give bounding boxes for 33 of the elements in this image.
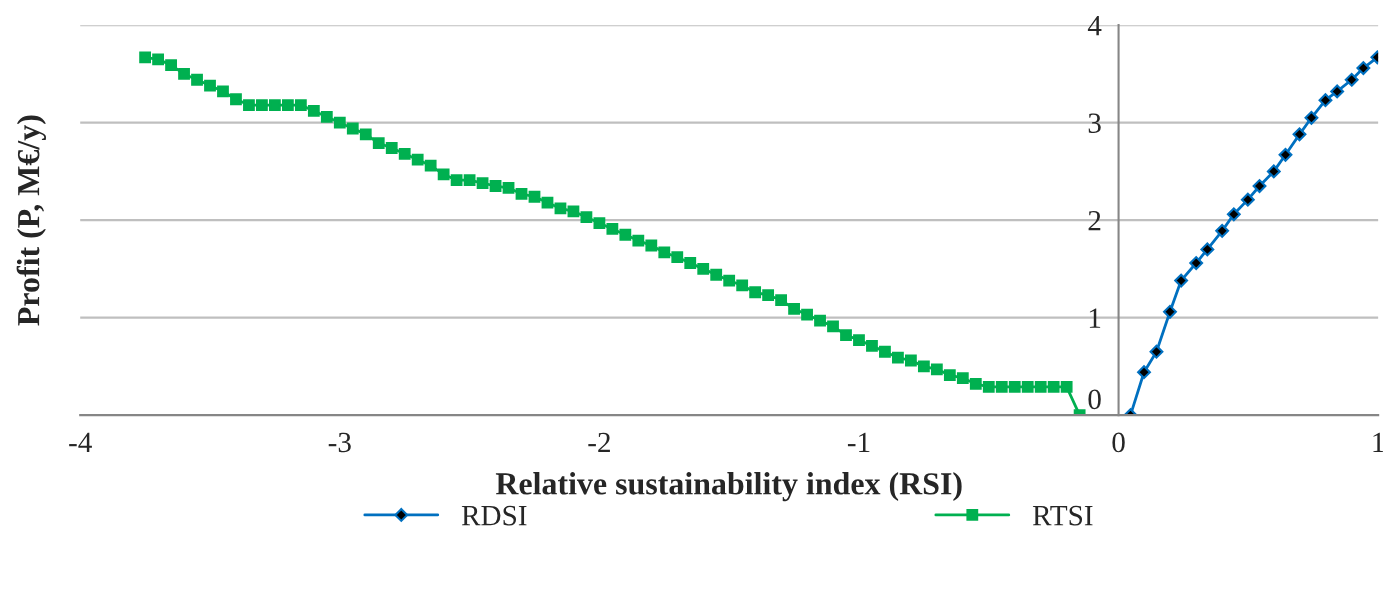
point: [1292, 127, 1307, 142]
point: [1174, 273, 1189, 288]
y-tick-label: 4: [1087, 16, 1102, 36]
point: [1149, 344, 1164, 359]
point: [1200, 242, 1215, 257]
point: [1215, 223, 1230, 238]
x-axis-title: Relative sustainability index (RSI): [495, 472, 962, 502]
y-tick-label: 3: [1088, 113, 1101, 134]
point: [1137, 365, 1151, 380]
point: [1266, 164, 1281, 179]
y-tick-label: 2: [1088, 210, 1101, 231]
point: [1304, 110, 1319, 125]
x-tick-label: 0: [1112, 432, 1125, 453]
x-tick-label: -4: [69, 432, 92, 453]
y-tick-label: 0: [1088, 389, 1101, 410]
point: [1356, 61, 1371, 75]
y-axis-title: Profit (P, M€/y): [16, 115, 46, 326]
point: [1278, 147, 1293, 162]
x-tick-label: 1: [1373, 432, 1383, 453]
point: [1240, 192, 1255, 207]
point: [1330, 84, 1345, 99]
point: [1252, 179, 1267, 193]
point: [1318, 93, 1333, 108]
legend-label: RTSI: [1032, 505, 1093, 526]
x-tick-label: -2: [588, 432, 610, 453]
x-tick-label: -3: [328, 432, 351, 453]
point: [1189, 256, 1204, 270]
legend-label: RDSI: [461, 505, 527, 526]
y-tick-label: 1: [1089, 308, 1101, 328]
x-tick-label: -1: [847, 432, 870, 453]
point: [1344, 72, 1359, 87]
point: [1226, 207, 1241, 222]
point: [1163, 304, 1177, 319]
